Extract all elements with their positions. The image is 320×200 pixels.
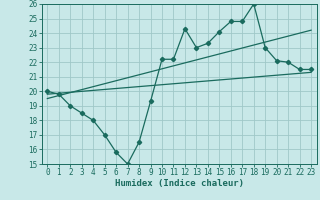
- X-axis label: Humidex (Indice chaleur): Humidex (Indice chaleur): [115, 179, 244, 188]
